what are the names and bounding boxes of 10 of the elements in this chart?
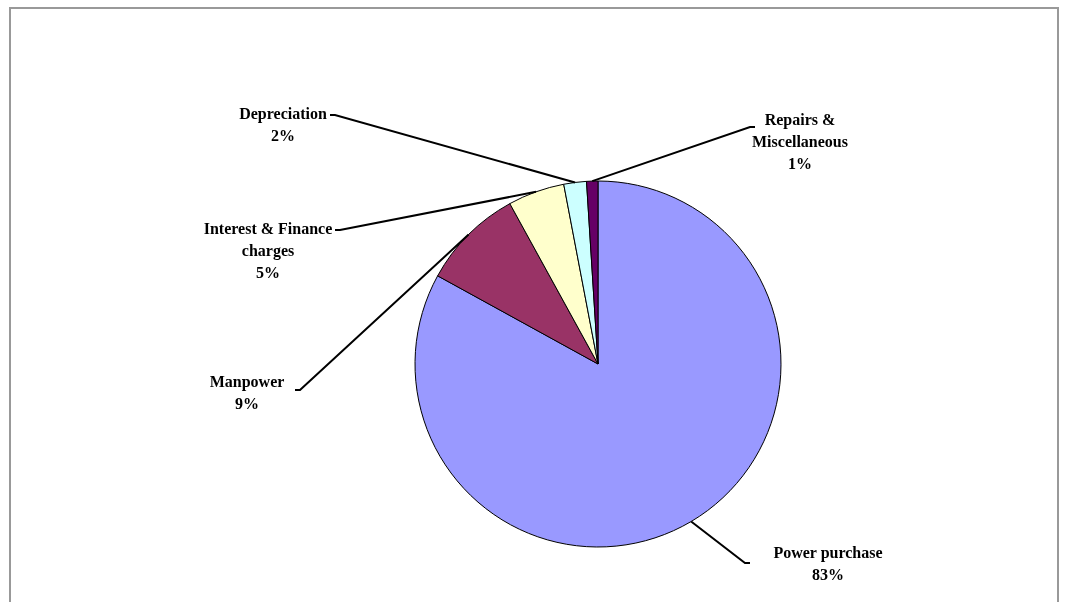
data-label: 83% [812, 566, 844, 583]
slice-label: Repairs & Miscellaneous [752, 111, 848, 150]
slice-label: Depreciation [239, 105, 327, 123]
slice-label: Manpower [209, 373, 285, 391]
data-label: 1% [788, 155, 812, 172]
data-label: 5% [256, 264, 280, 281]
slice-label: Interest & Finance charges [203, 220, 333, 260]
slice-label: Power purchase [773, 544, 883, 562]
data-label: 2% [271, 127, 295, 144]
data-label: 9% [235, 395, 259, 412]
